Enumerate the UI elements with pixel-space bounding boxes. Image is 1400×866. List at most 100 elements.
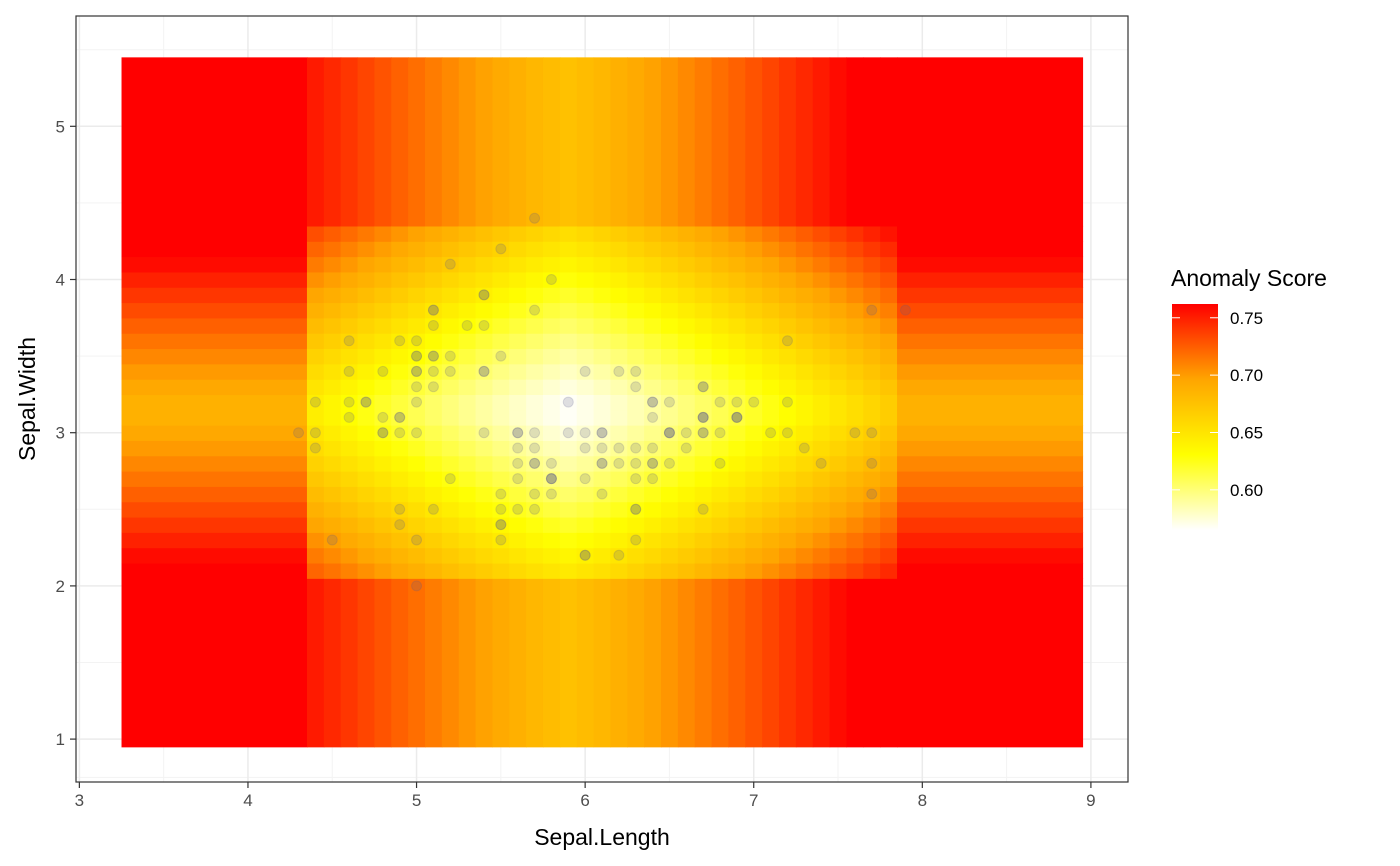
- heatmap-cell: [576, 471, 595, 487]
- heatmap-cell: [661, 532, 679, 549]
- heatmap-cell: [306, 317, 325, 334]
- data-point: [714, 457, 726, 469]
- data-point: [630, 457, 642, 469]
- data-point: [478, 365, 490, 377]
- heatmap-cell: [391, 363, 409, 380]
- heatmap-cell: [121, 455, 308, 472]
- heatmap-cell: [374, 578, 392, 748]
- heatmap-cell: [694, 302, 713, 319]
- heatmap-cell: [711, 287, 730, 304]
- heatmap-cell: [374, 287, 392, 304]
- heatmap-cell: [593, 409, 612, 426]
- data-point: [697, 427, 709, 439]
- heatmap-cell: [340, 287, 359, 304]
- data-point: [411, 580, 423, 592]
- heatmap-cell: [897, 302, 1084, 319]
- heatmap-cell: [661, 271, 679, 288]
- heatmap-cell: [593, 578, 612, 748]
- heatmap-cell: [610, 471, 628, 487]
- heatmap-cell: [391, 578, 409, 748]
- heatmap-cell: [711, 409, 730, 426]
- heatmap-cell: [846, 271, 864, 288]
- heatmap-cell: [441, 317, 460, 334]
- data-point: [647, 396, 659, 408]
- heatmap-cell: [323, 271, 342, 288]
- heatmap-cell: [812, 425, 831, 441]
- heatmap-cell: [408, 562, 426, 579]
- data-point: [697, 427, 709, 439]
- heatmap-cell: [644, 363, 662, 380]
- heatmap-cell: [779, 471, 797, 487]
- heatmap-cell: [610, 333, 628, 350]
- heatmap-cell: [357, 57, 376, 227]
- heatmap-cell: [627, 425, 645, 441]
- heatmap-cell: [357, 225, 376, 242]
- heatmap-cell: [610, 440, 628, 457]
- heatmap-cell: [846, 578, 864, 748]
- data-point: [529, 442, 541, 454]
- heatmap-cell: [745, 225, 763, 242]
- heatmap-cell: [424, 455, 443, 472]
- heatmap-cell: [475, 394, 494, 411]
- heatmap-cell: [492, 486, 510, 503]
- heatmap-cell: [121, 486, 308, 503]
- heatmap-cell: [424, 333, 443, 350]
- heatmap-cell: [728, 547, 746, 564]
- heatmap-cell: [863, 440, 881, 457]
- heatmap-cell: [846, 317, 864, 334]
- heatmap-cell: [475, 287, 494, 304]
- heatmap-cell: [677, 379, 696, 396]
- heatmap-cell: [559, 409, 578, 426]
- heatmap-cell: [644, 225, 662, 242]
- heatmap-cell: [829, 471, 848, 487]
- heatmap-cell: [762, 379, 780, 396]
- heatmap-cell: [391, 348, 409, 365]
- heatmap-cell: [121, 409, 308, 426]
- heatmap-cell: [559, 455, 578, 472]
- heatmap-cell: [509, 471, 527, 487]
- heatmap-cell: [694, 409, 713, 426]
- heatmap-cell: [526, 348, 544, 365]
- data-point: [394, 519, 406, 531]
- data-point: [630, 442, 642, 454]
- heatmap-cell: [880, 562, 898, 579]
- heatmap-cell: [458, 394, 477, 411]
- heatmap-cell: [745, 562, 763, 579]
- data-point: [630, 534, 642, 546]
- heatmap-cell: [644, 348, 662, 365]
- heatmap-cell: [897, 562, 1084, 579]
- heatmap-cell: [475, 317, 494, 334]
- heatmap-cell: [661, 57, 679, 227]
- heatmap-cell: [121, 562, 308, 579]
- heatmap-cell: [374, 317, 392, 334]
- heatmap-cell: [509, 348, 527, 365]
- heatmap-cell: [593, 271, 612, 288]
- data-point: [647, 411, 659, 423]
- heatmap-cell: [323, 348, 342, 365]
- heatmap-cell: [728, 394, 746, 411]
- heatmap-cell: [374, 363, 392, 380]
- heatmap-cell: [745, 256, 763, 273]
- y-tick-label: 1: [56, 730, 65, 749]
- heatmap-cell: [576, 348, 595, 365]
- heatmap-cell: [812, 302, 831, 319]
- heatmap-cell: [526, 241, 544, 258]
- heatmap-cell: [812, 547, 831, 564]
- heatmap-cell: [880, 455, 898, 472]
- heatmap-cell: [829, 562, 848, 579]
- heatmap-cell: [795, 516, 814, 533]
- heatmap-cell: [357, 256, 376, 273]
- heatmap-cell: [323, 287, 342, 304]
- data-point: [545, 473, 557, 485]
- heatmap-cell: [509, 57, 527, 227]
- data-point: [630, 503, 642, 515]
- heatmap-cell: [795, 333, 814, 350]
- heatmap-cell: [661, 455, 679, 472]
- data-point: [781, 396, 793, 408]
- heatmap-cell: [458, 532, 477, 549]
- heatmap-cell: [340, 302, 359, 319]
- heatmap-cell: [492, 532, 510, 549]
- heatmap-cell: [694, 486, 713, 503]
- data-point: [309, 442, 321, 454]
- heatmap-cell: [762, 501, 780, 518]
